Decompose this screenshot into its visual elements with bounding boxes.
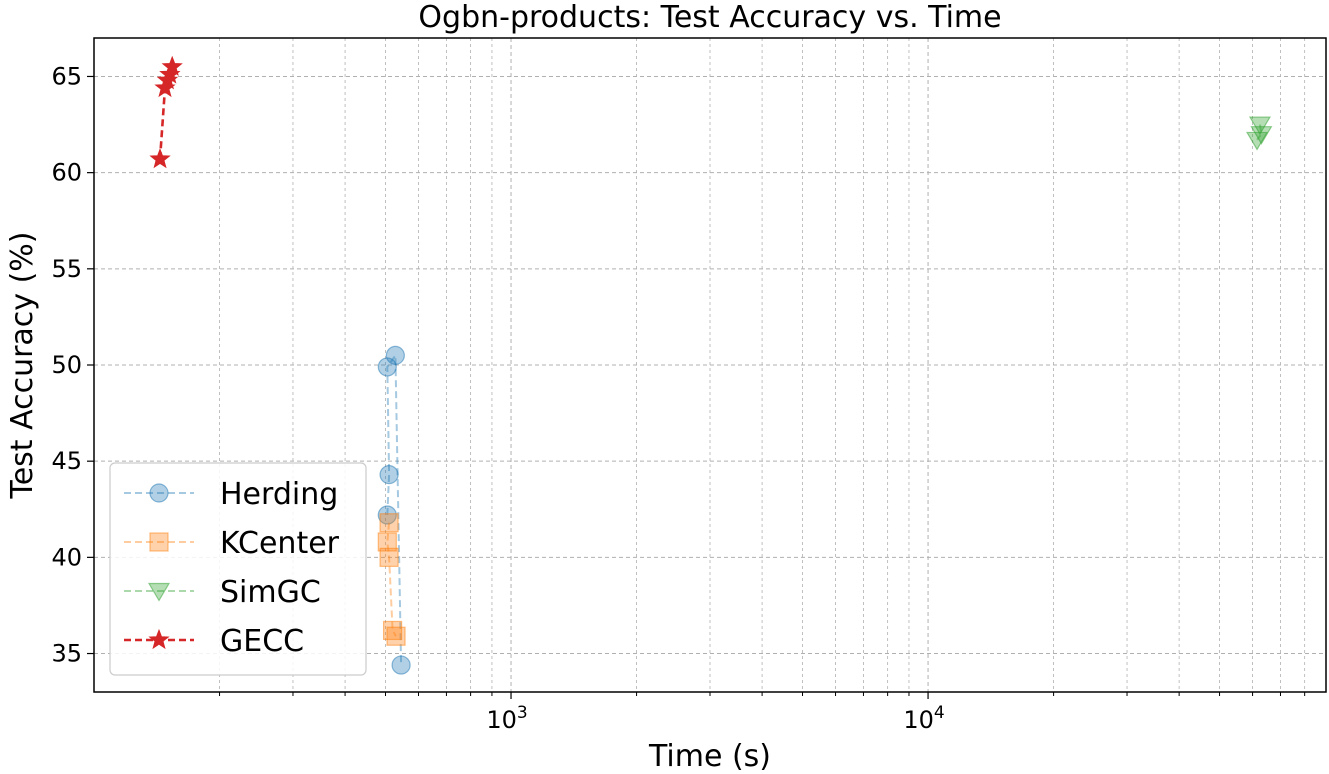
y-tick-label: 60 [51, 159, 82, 187]
legend: Herding KCenter SimGC GECC [109, 462, 367, 676]
point-simgc [1245, 131, 1269, 151]
x-tick-label: 103 [486, 703, 527, 734]
legend-item-kcenter: KCenter [124, 526, 340, 561]
series-herding [377, 345, 411, 675]
point-kcenter [386, 626, 406, 646]
point-kcenter [379, 547, 399, 567]
legend-box [109, 462, 367, 676]
legend-marker-gecc [148, 628, 170, 650]
point-gecc [149, 148, 171, 169]
point-gecc [161, 55, 183, 76]
y-tick-label: 65 [51, 62, 82, 90]
legend-item-simgc: SimGC [124, 575, 321, 610]
point-kcenter [377, 532, 397, 552]
x-tick-label: 104 [903, 703, 944, 734]
y-tick-label: 45 [51, 447, 82, 475]
plot-series [149, 55, 1273, 675]
point-herding [385, 345, 405, 365]
legend-item-herding: Herding [124, 477, 338, 512]
y-axis-label: Test Accuracy (%) [5, 231, 40, 499]
legend-label-kcenter: KCenter [220, 526, 340, 561]
point-herding [391, 655, 411, 675]
point-simgc [1248, 116, 1272, 136]
legend-item-gecc: GECC [124, 624, 304, 659]
y-tick-label: 40 [51, 543, 82, 571]
series-gecc [149, 55, 183, 169]
series-line-kcenter [386, 522, 397, 637]
legend-label-simgc: SimGC [220, 575, 321, 610]
legend-marker-simgc [147, 582, 171, 602]
legend-marker-kcenter [149, 532, 169, 552]
point-kcenter [379, 513, 399, 533]
legend-marker-herding [149, 483, 169, 503]
point-simgc [1250, 126, 1273, 145]
y-tick-label: 55 [51, 255, 82, 283]
x-axis-label: Time (s) [648, 739, 771, 774]
series-simgc [1245, 116, 1273, 151]
point-kcenter [382, 620, 403, 641]
series-line-herding [386, 352, 403, 666]
y-tick-label: 35 [51, 640, 82, 668]
series-kcenter [377, 513, 406, 646]
y-tick-label: 50 [51, 351, 82, 379]
point-herding [377, 505, 397, 525]
axis-ticks: 103 104 35 40 45 50 55 60 65 [51, 62, 1306, 734]
chart-title: Ogbn-products: Test Accuracy vs. Time [418, 0, 1001, 35]
legend-label-herding: Herding [220, 477, 338, 512]
legend-label-gecc: GECC [220, 624, 304, 659]
point-herding [379, 465, 399, 485]
